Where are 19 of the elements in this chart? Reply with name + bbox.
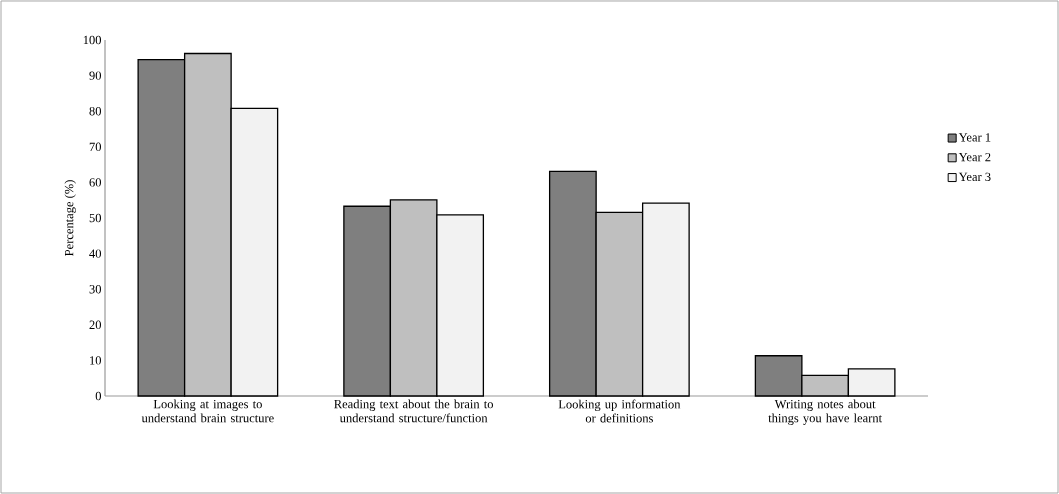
x-tick-label: Reading text about the brain to understand structure/function [334, 399, 494, 423]
y-tick-label: 10 [90, 356, 102, 365]
y-tick-label: 40 [89, 249, 102, 258]
y-tick-label: 70 [89, 142, 102, 152]
y-tick-label: 80 [89, 106, 102, 116]
y-tick-label: 90 [89, 71, 102, 80]
y-tick-label: 50 [89, 213, 102, 223]
legend-label: Year 2 [958, 152, 991, 162]
y-tick-label: 0 [95, 391, 102, 401]
x-tick-label: Looking at images to understand brain structure [141, 399, 274, 423]
y-tick-label: 60 [89, 178, 102, 187]
x-tick-label: Writing notes about things you have learnt [768, 399, 882, 425]
y-tick-label: 30 [89, 284, 102, 294]
y-tick-label: 20 [89, 320, 102, 330]
x-tick-label: Looking up information or definitions [558, 399, 681, 423]
legend-label: Year 3 [958, 172, 991, 182]
y-tick-label: 100 [83, 35, 102, 45]
y-axis-title: Percentage (%) [64, 180, 76, 256]
legend-label: Year 1 [958, 133, 991, 142]
